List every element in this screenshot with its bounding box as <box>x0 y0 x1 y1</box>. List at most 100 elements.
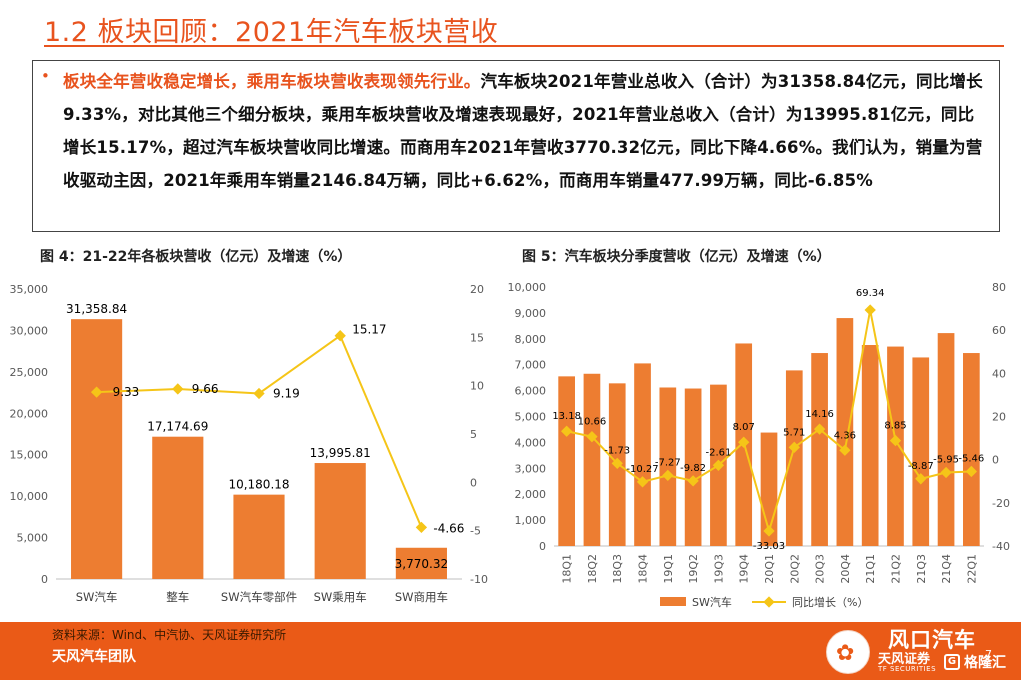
footer-source: 资料来源：Wind、中汽协、天风证券研究所 <box>52 628 287 642</box>
line-data-label: 8.07 <box>733 422 755 433</box>
x-tick-label: SW汽车零部件 <box>221 590 297 604</box>
title-divider <box>44 45 1004 47</box>
line-data-label: -10.27 <box>626 464 658 475</box>
y-tick-label: 0 <box>41 573 48 586</box>
y2-tick-label: -20 <box>992 497 1010 510</box>
legend-bar-label: SW汽车 <box>692 595 732 609</box>
line-marker <box>839 444 851 456</box>
bar <box>937 333 955 546</box>
y2-tick-label: 5 <box>470 428 477 441</box>
line-data-label: 9.66 <box>192 382 219 396</box>
line-data-label: 9.19 <box>273 386 300 400</box>
y-tick-label: 20,000 <box>10 407 49 420</box>
brand-sub: 天风证券 <box>878 652 931 667</box>
chart-quarterly-revenue: 0 1,000 2,000 3,000 4,000 5,000 6,000 7,000 8,00… <box>508 281 1010 609</box>
y-tick-label: 15,000 <box>10 449 49 462</box>
line-marker <box>788 441 800 453</box>
x-tick-label: 19Q2 <box>687 554 700 584</box>
bar-data-label: 31,358.84 <box>66 302 127 316</box>
line-data-label: -5.95 <box>933 455 959 466</box>
x-tick-label: 21Q2 <box>889 554 902 584</box>
line-marker <box>940 466 952 479</box>
y2-tick-label: 60 <box>992 324 1006 337</box>
line-marker <box>915 473 927 485</box>
bar <box>963 353 980 546</box>
x-tick-label: 整车 <box>166 590 189 604</box>
bar-data-label: 17,174.69 <box>147 420 208 434</box>
line-data-label: 10.66 <box>578 417 607 428</box>
summary-highlight: 板块全年营收稳定增长，乘用车板块营收表现领先行业。 <box>63 72 481 91</box>
x-tick-label: 20Q2 <box>788 554 801 584</box>
x-tick-label: 21Q1 <box>864 554 877 584</box>
line-marker <box>415 521 428 534</box>
line-marker <box>738 436 750 448</box>
x-tick-label: 19Q1 <box>662 554 675 584</box>
line-marker <box>889 434 902 447</box>
y2-tick-label: 15 <box>470 331 484 344</box>
y-tick-label: 7,000 <box>515 359 547 372</box>
line-data-label: 13.18 <box>552 411 581 422</box>
y-tick-label: 10,000 <box>508 281 546 294</box>
bar <box>887 346 904 546</box>
y-tick-label: 30,000 <box>10 324 49 337</box>
bar <box>912 357 930 546</box>
legend-line-label: 同比增长（%） <box>792 595 868 609</box>
y2-tick-label: -40 <box>992 540 1010 553</box>
y-tick-label: 25,000 <box>10 366 49 379</box>
y-tick-label: 1,000 <box>515 514 547 527</box>
bar <box>659 387 677 546</box>
x-tick-label: 21Q3 <box>915 554 928 584</box>
page-number: 7 <box>985 648 992 661</box>
bar <box>861 345 879 546</box>
line-data-label: -5.46 <box>958 453 984 464</box>
brand-logo-text: 格隆汇 <box>964 655 1006 671</box>
line-data-label: -8.87 <box>908 461 934 472</box>
x-tick-label: 20Q1 <box>763 554 776 584</box>
y-tick-label: 5,000 <box>515 411 547 424</box>
gelonghui-logo-icon: G <box>944 654 960 670</box>
x-tick-label: 18Q2 <box>586 554 599 584</box>
line-data-label: -1.73 <box>604 445 630 456</box>
y2-tick-label: 20 <box>470 283 484 296</box>
line-marker <box>763 525 775 537</box>
y2-tick-label: 80 <box>992 281 1006 294</box>
line-marker <box>636 476 649 488</box>
x-tick-label: SW汽车 <box>76 590 118 604</box>
bar <box>152 436 204 579</box>
bar <box>395 547 447 579</box>
legend-line-marker <box>763 596 775 608</box>
bar <box>558 376 575 546</box>
line-data-label: -7.27 <box>655 457 681 468</box>
y2-tick-label: 10 <box>470 380 484 393</box>
bar-data-label: 10,180.18 <box>228 478 289 492</box>
x-tick-label: SW乘用车 <box>314 590 367 604</box>
chart-segment-revenue: 0 5,000 10,000 15,000 20,000 25,000 30,000 35,0… <box>10 283 488 604</box>
y-tick-label: 10,000 <box>10 490 49 503</box>
y-tick-label: 3,000 <box>515 462 547 475</box>
y2-tick-label: -10 <box>470 573 488 586</box>
y2-tick-label: 0 <box>470 476 477 489</box>
y2-tick-label: 20 <box>992 411 1006 424</box>
line-data-label: 14.16 <box>805 409 834 420</box>
y-tick-label: 6,000 <box>515 385 547 398</box>
line-marker <box>813 423 826 435</box>
x-tick-label: 20Q4 <box>839 554 852 584</box>
x-tick-label: 19Q3 <box>712 554 725 584</box>
line-data-label: 8.85 <box>884 421 906 432</box>
bar <box>684 388 702 546</box>
line-data-label: -2.61 <box>705 447 731 458</box>
y-tick-label: 9,000 <box>515 307 547 320</box>
brand-watermark: ✿ 风口汽车 天风证券 TF SECURITIES G 格隆汇 <box>822 622 1021 680</box>
x-tick-label: 19Q4 <box>738 554 751 584</box>
summary-body: 汽车板块2021年营业总收入（合计）为31358.84亿元，同比增长9.33%，… <box>63 72 983 190</box>
bar <box>634 363 651 546</box>
x-tick-label: 18Q4 <box>637 554 650 584</box>
line-marker <box>864 304 876 316</box>
line-marker <box>687 475 699 487</box>
y2-tick-label: 40 <box>992 367 1006 380</box>
bar <box>233 494 285 579</box>
x-tick-label: 22Q1 <box>965 554 978 584</box>
x-tick-label: 18Q3 <box>611 554 624 584</box>
line-data-label: 69.34 <box>856 288 885 299</box>
summary-bullet: • <box>41 67 50 85</box>
